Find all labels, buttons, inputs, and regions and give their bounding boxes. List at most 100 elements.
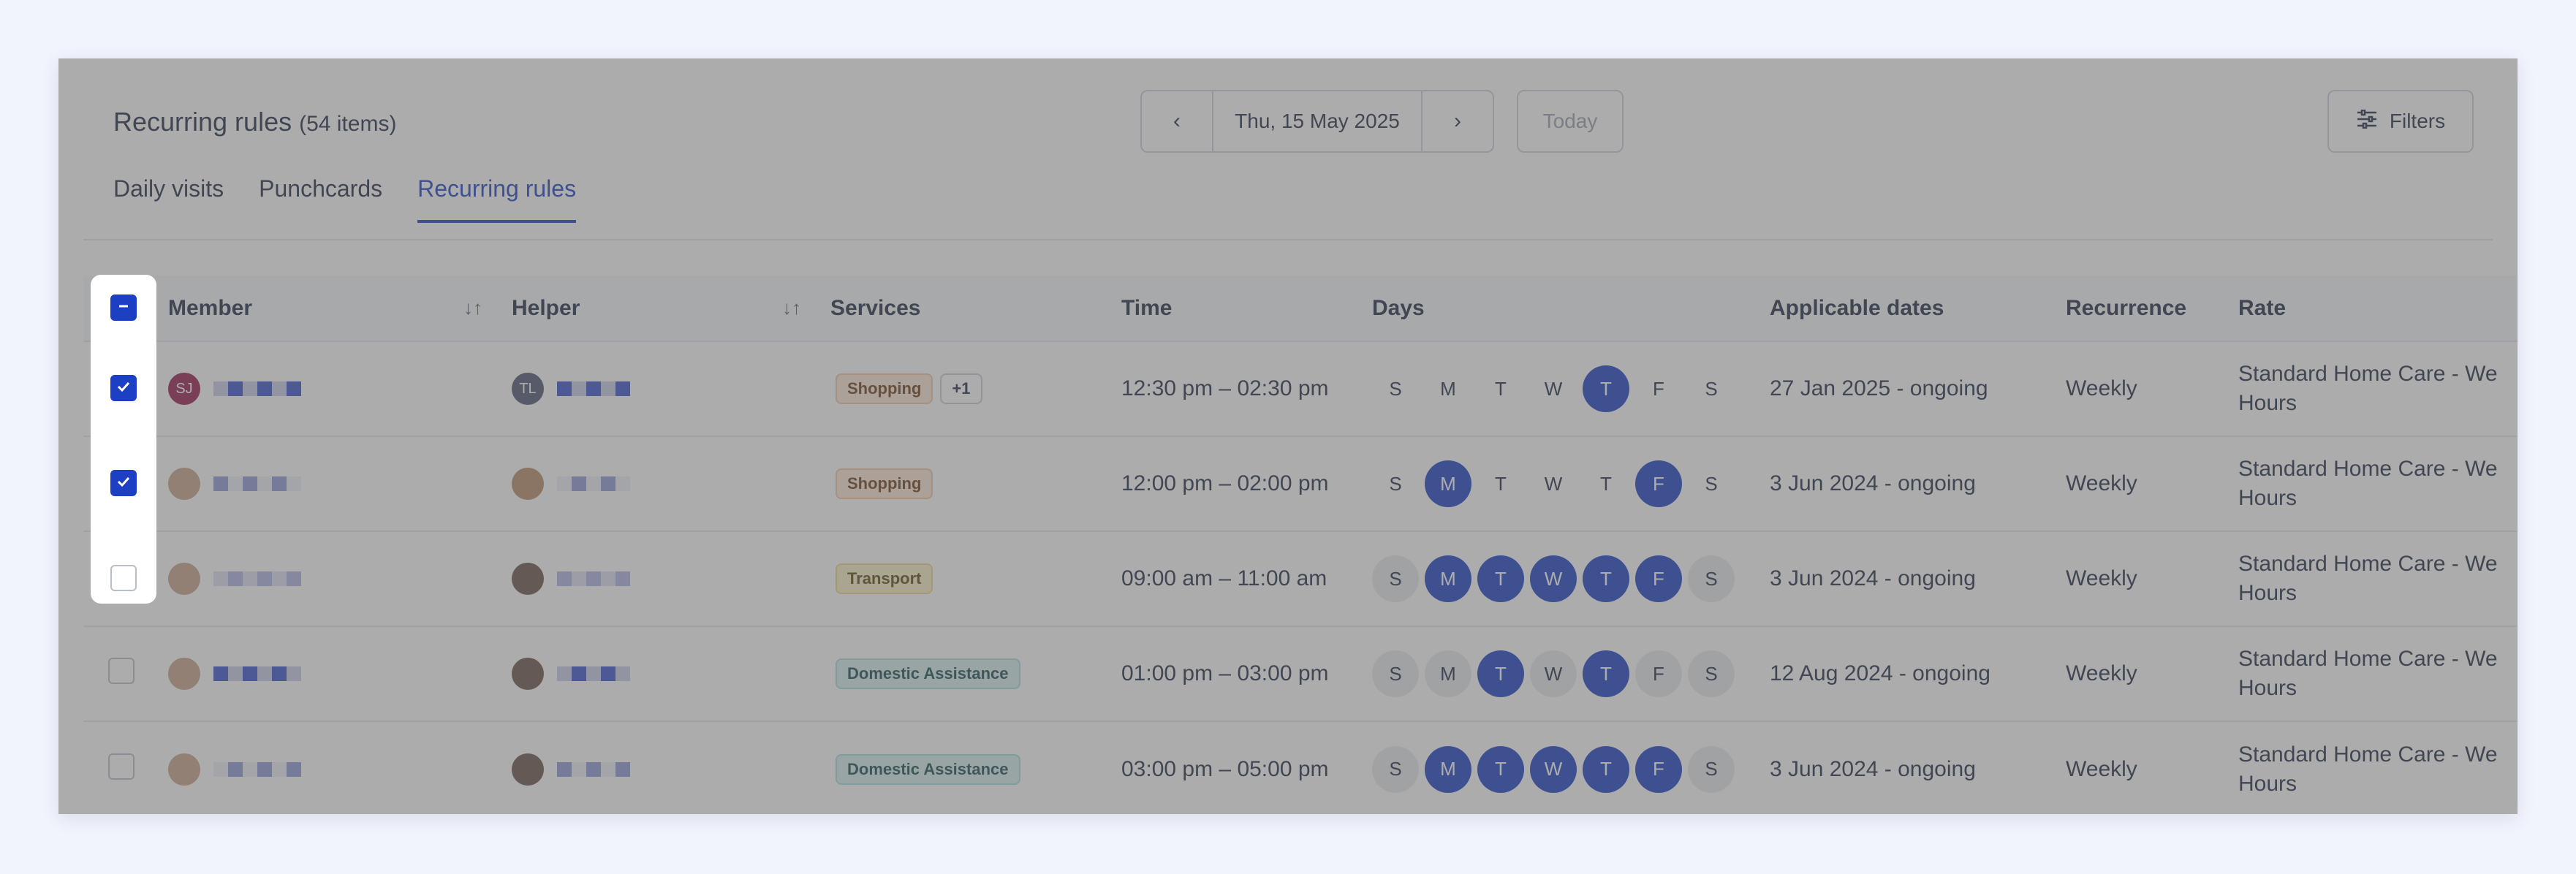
row-checkbox[interactable] xyxy=(108,753,135,780)
table-row[interactable]: Transport 09:00 am – 11:00 am S M T W T F S 3 Jun… xyxy=(83,531,2518,626)
member-cell[interactable] xyxy=(168,626,512,721)
item-count: (54 items) xyxy=(299,112,397,136)
helper-cell[interactable] xyxy=(512,626,830,721)
recurrence-cell: Weekly xyxy=(2066,471,2137,495)
day-indicator: T xyxy=(1600,472,1612,495)
day-indicator: W xyxy=(1530,555,1577,602)
services-cell: Shopping xyxy=(830,436,1121,531)
recurrence-cell: Weekly xyxy=(2066,566,2137,590)
member-cell[interactable] xyxy=(168,721,512,814)
tab-punchcards[interactable]: Punchcards xyxy=(259,175,383,202)
applicable-dates-cell: 12 Aug 2024 - ongoing xyxy=(1770,661,1990,685)
day-indicator: W xyxy=(1530,650,1577,697)
helper-cell[interactable] xyxy=(512,721,830,814)
rate-cell: Standard Home Care - We Hours xyxy=(2238,742,2498,796)
filters-button[interactable]: Filters xyxy=(2327,90,2474,153)
previous-day-button[interactable]: ‹ xyxy=(1142,91,1213,151)
date-navigator: ‹ Thu, 15 May 2025 › xyxy=(1140,90,1494,153)
rate-cell: Standard Home Care - We Hours xyxy=(2238,457,2498,510)
selection-highlight xyxy=(91,275,156,604)
applicable-dates-column-header: Applicable dates xyxy=(1770,295,1944,320)
service-tag: +1 xyxy=(940,373,982,404)
day-indicator: W xyxy=(1544,377,1563,400)
table-row[interactable]: Shopping 12:00 pm – 02:00 pm S M T W T F S 3 Jun … xyxy=(83,436,2518,531)
table-row[interactable]: SJ TL Shopping +1 12:30 pm – 02:30 pm S M T W T F S… xyxy=(83,341,2518,436)
minus-icon xyxy=(116,299,131,317)
chevron-left-icon: ‹ xyxy=(1173,109,1181,133)
row-checkbox[interactable] xyxy=(110,470,137,496)
redacted-name xyxy=(213,476,301,491)
row-checkbox[interactable] xyxy=(110,375,137,401)
day-indicator: S xyxy=(1389,377,1402,400)
next-day-button[interactable]: › xyxy=(1421,91,1493,151)
time-cell: 09:00 am – 11:00 am xyxy=(1121,566,1327,590)
redacted-name xyxy=(557,381,630,396)
day-indicator: S xyxy=(1688,650,1735,697)
tab-daily-visits[interactable]: Daily visits xyxy=(113,175,224,202)
row-checkbox[interactable] xyxy=(110,565,137,591)
avatar: TL xyxy=(512,373,544,405)
table-header-row: Member ↓↑ Helper ↓↑ Services Time Days App… xyxy=(83,276,2518,341)
table-row[interactable]: Domestic Assistance 03:00 pm – 05:00 pm S M… xyxy=(83,721,2518,814)
avatar xyxy=(512,468,544,500)
member-cell[interactable] xyxy=(168,436,512,531)
current-date-label[interactable]: Thu, 15 May 2025 xyxy=(1235,110,1400,132)
chevron-right-icon: › xyxy=(1454,109,1461,133)
member-cell[interactable]: SJ xyxy=(168,341,512,436)
avatar xyxy=(512,563,544,595)
day-indicator: F xyxy=(1635,745,1682,793)
recurrence-cell: Weekly xyxy=(2066,756,2137,781)
day-indicator: M xyxy=(1425,650,1471,697)
rate-column-header: Rate xyxy=(2238,295,2287,320)
helper-column-header[interactable]: Helper ↓↑ xyxy=(512,295,801,320)
helper-cell[interactable] xyxy=(512,531,830,626)
day-indicator: S xyxy=(1705,472,1718,495)
day-indicator: T xyxy=(1495,472,1507,495)
tab-divider xyxy=(83,239,2493,240)
member-column-header[interactable]: Member ↓↑ xyxy=(168,295,482,320)
service-tag: Transport xyxy=(836,563,933,594)
select-all-checkbox[interactable] xyxy=(110,294,137,321)
time-cell: 01:00 pm – 03:00 pm xyxy=(1121,661,1329,685)
sort-icon[interactable]: ↓↑ xyxy=(782,297,801,319)
redacted-name xyxy=(213,571,301,586)
recurrence-cell: Weekly xyxy=(2066,661,2137,685)
today-button[interactable]: Today xyxy=(1517,90,1624,153)
row-checkbox[interactable] xyxy=(108,658,135,684)
day-indicator: W xyxy=(1530,745,1577,793)
day-indicator: M xyxy=(1440,377,1456,400)
helper-cell[interactable] xyxy=(512,436,830,531)
services-column-header: Services xyxy=(830,295,921,320)
day-indicator: T xyxy=(1495,377,1507,400)
day-indicator: S xyxy=(1389,472,1402,495)
avatar xyxy=(512,658,544,690)
avatar xyxy=(168,468,200,500)
redacted-name xyxy=(557,761,630,777)
avatar xyxy=(512,753,544,786)
day-indicator: S xyxy=(1688,555,1735,602)
rate-cell: Standard Home Care - We Hours xyxy=(2238,552,2498,605)
redacted-name xyxy=(557,476,630,491)
tab-recurring-rules[interactable]: Recurring rules xyxy=(417,175,577,223)
helper-cell[interactable]: TL xyxy=(512,341,830,436)
day-indicator: F xyxy=(1635,555,1682,602)
services-cell: Shopping +1 xyxy=(830,341,1121,436)
table-row[interactable]: Domestic Assistance 01:00 pm – 03:00 pm S M… xyxy=(83,626,2518,721)
redacted-name xyxy=(213,381,301,396)
sort-icon[interactable]: ↓↑ xyxy=(463,297,482,319)
services-cell: Domestic Assistance xyxy=(830,721,1121,814)
redacted-name xyxy=(557,666,630,681)
service-tag: Shopping xyxy=(836,468,933,499)
member-cell[interactable] xyxy=(168,531,512,626)
highlighted-row-checkbox-cell xyxy=(91,341,156,436)
rate-cell: Standard Home Care - We Hours xyxy=(2238,647,2498,700)
time-column-header: Time xyxy=(1121,295,1173,320)
recurrence-cell: Weekly xyxy=(2066,376,2137,400)
day-indicator: T xyxy=(1583,745,1629,793)
redacted-name xyxy=(557,571,630,586)
row-select-cell xyxy=(83,626,168,721)
page-title: Recurring rules (54 items) xyxy=(113,107,397,137)
service-tag: Domestic Assistance xyxy=(836,658,1020,689)
checkmark-icon xyxy=(115,474,132,493)
